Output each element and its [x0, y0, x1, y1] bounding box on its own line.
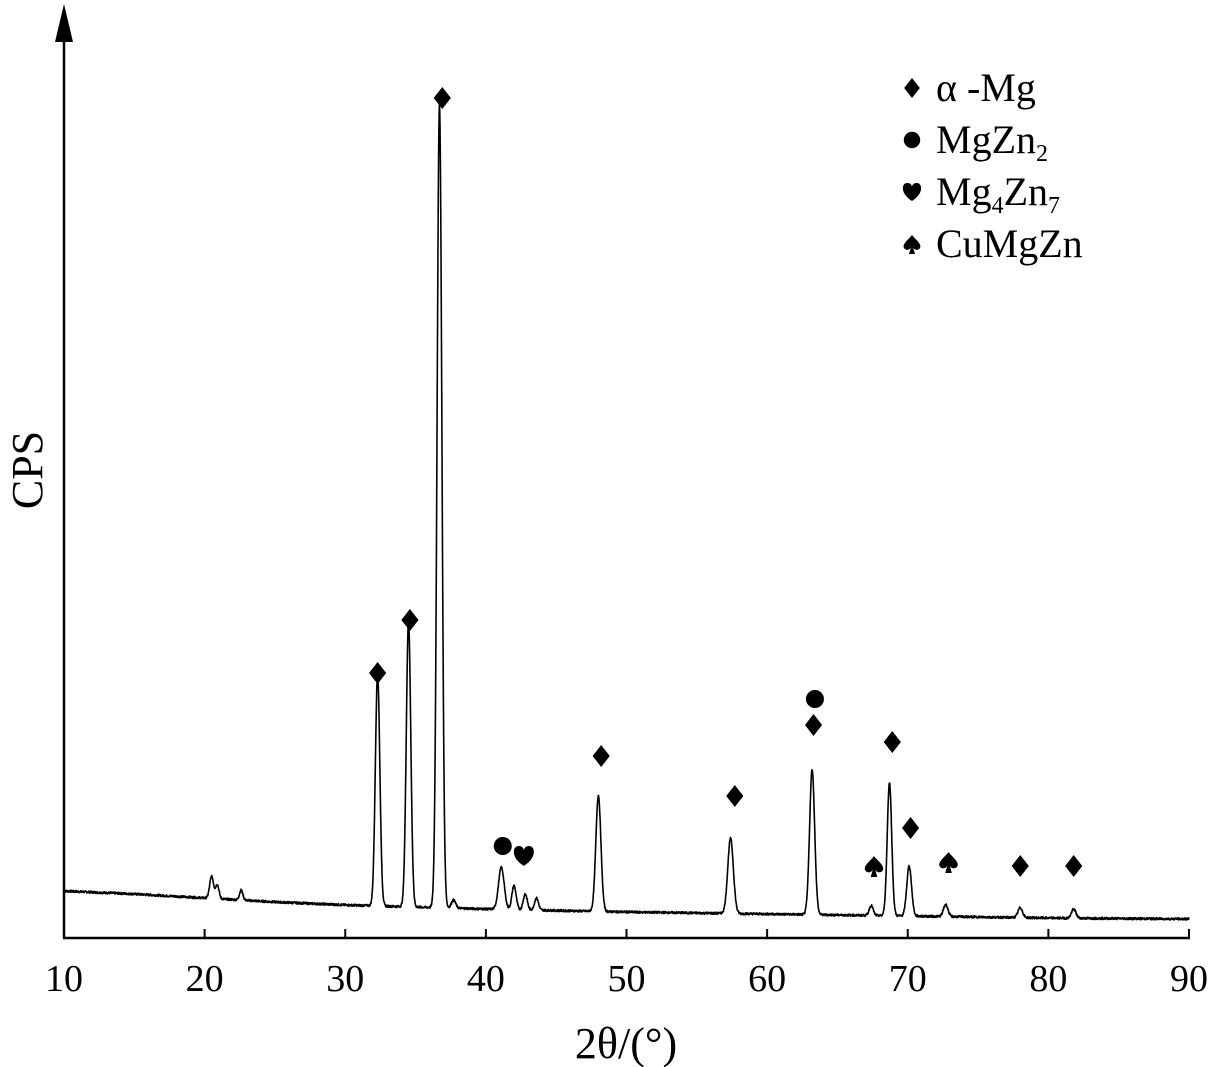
x-tick-label: 30: [326, 958, 364, 1000]
mg4zn7-heart-marker: [513, 846, 534, 866]
legend-label-mg4zn7: Mg4Zn7: [936, 169, 1060, 219]
x-tick-label: 60: [748, 958, 786, 1000]
legend-mg4zn7-heart-marker: [902, 182, 922, 201]
legend-label-alpha-mg: α -Mg: [936, 65, 1036, 110]
legend-main: CuMgZn: [936, 221, 1083, 266]
legend-main: α -Mg: [936, 65, 1036, 110]
legend-label-mgzn2: MgZn2: [936, 117, 1048, 167]
legend-sub2: 7: [1048, 193, 1060, 219]
mgzn2-circle-marker: [493, 836, 512, 856]
alpha-mg-diamond-marker: [1011, 855, 1029, 877]
alpha-mg-diamond-marker: [433, 87, 451, 109]
alpha-mg-diamond-marker: [804, 714, 823, 736]
x-ticks: 10 20 30 40 50 60 70 80 90: [45, 929, 1208, 1000]
x-tick-label: 10: [45, 958, 83, 1000]
alpha-mg-diamond-marker: [726, 785, 744, 807]
y-axis-arrow: [55, 4, 73, 42]
legend-label-cumgzn: CuMgZn: [936, 221, 1083, 266]
legend-main: Mg: [936, 169, 992, 214]
alpha-mg-diamond-marker: [883, 731, 901, 753]
cumgzn-spade-marker: [864, 856, 884, 877]
legend-mgzn2-circle-marker: [903, 131, 921, 149]
alpha-mg-diamond-marker: [592, 745, 610, 767]
mgzn2-circle-marker: [805, 689, 824, 709]
alpha-mg-diamond-marker: [901, 817, 920, 839]
x-tick-label: 70: [889, 958, 927, 1000]
x-tick-label: 40: [467, 958, 505, 1000]
alpha-mg-diamond-marker: [401, 609, 419, 631]
x-tick-label: 20: [186, 958, 224, 1000]
alpha-mg-diamond-marker: [369, 662, 387, 684]
y-axis-title: CPS: [3, 431, 52, 509]
legend-alpha-mg-diamond-marker: [904, 78, 920, 98]
peak-markers: [369, 87, 1083, 877]
x-axis-title: 2θ/(°): [575, 1019, 677, 1067]
legend-sub: 4: [992, 193, 1004, 219]
x-tick-label: 80: [1029, 958, 1067, 1000]
x-tick-label: 50: [608, 958, 646, 1000]
legend-cumgzn-spade-marker: [903, 235, 921, 254]
legend-tail: Zn: [1004, 169, 1048, 214]
legend-main: MgZn: [936, 117, 1036, 162]
x-tick-label: 90: [1170, 958, 1208, 1000]
cumgzn-spade-marker: [939, 852, 958, 873]
xrd-pattern-line: [63, 103, 1190, 921]
alpha-mg-diamond-marker: [1065, 855, 1083, 877]
legend-sub: 2: [1036, 141, 1048, 167]
